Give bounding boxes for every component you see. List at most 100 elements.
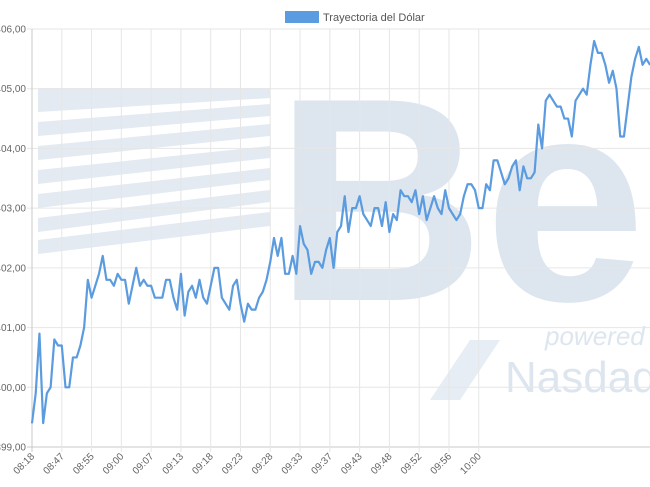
data-point xyxy=(351,207,353,209)
data-point xyxy=(526,177,528,179)
data-point xyxy=(146,285,149,287)
data-point xyxy=(176,309,178,311)
x-tick-label: 08:47 xyxy=(41,451,67,477)
data-point xyxy=(593,40,595,42)
data-point xyxy=(437,207,439,209)
data-point xyxy=(236,279,238,281)
data-point xyxy=(489,189,491,191)
x-tick-label: 09:28 xyxy=(250,451,276,477)
x-tick-label: 09:07 xyxy=(131,451,157,477)
data-point xyxy=(500,171,502,173)
data-point xyxy=(318,261,320,263)
x-tick-label: 09:23 xyxy=(220,451,246,477)
y-tick-label: 400,00 xyxy=(0,383,26,394)
data-point xyxy=(481,207,484,209)
data-point xyxy=(131,285,134,287)
data-point xyxy=(362,213,364,215)
x-tick-label: 09:33 xyxy=(280,451,306,477)
data-point xyxy=(169,279,171,281)
data-point xyxy=(228,309,230,311)
data-point xyxy=(612,70,614,72)
data-point xyxy=(422,195,424,197)
data-point xyxy=(206,303,208,305)
y-tick-label: 404,00 xyxy=(0,144,26,155)
data-point xyxy=(381,225,383,227)
watermark-stripes xyxy=(38,88,270,254)
data-point xyxy=(329,237,331,239)
data-point xyxy=(57,344,59,347)
legend-swatch xyxy=(285,11,319,23)
data-point xyxy=(247,303,249,305)
data-point xyxy=(459,213,461,215)
data-point xyxy=(474,189,476,191)
x-tick-label: 09:18 xyxy=(190,451,216,477)
data-point xyxy=(396,219,398,221)
data-point xyxy=(567,117,569,120)
watermark-nasdaq-mark xyxy=(430,340,500,400)
data-point xyxy=(53,338,55,341)
data-point xyxy=(615,88,618,90)
data-point xyxy=(210,285,212,287)
data-point xyxy=(90,297,93,299)
y-axis: 399,00 400,00 401,00 402,00 403,00 404,00 405,… xyxy=(0,25,26,454)
data-point xyxy=(347,231,350,233)
data-point xyxy=(120,279,122,281)
data-point xyxy=(195,297,197,299)
data-point xyxy=(552,100,554,102)
data-point xyxy=(545,100,547,102)
data-point xyxy=(418,213,420,215)
data-point xyxy=(269,261,271,263)
data-point xyxy=(414,189,417,191)
x-axis: 08:18 08:47 08:55 09:00 09:07 09:13 09:18 09:23… xyxy=(12,451,485,477)
data-point xyxy=(530,177,532,179)
data-point xyxy=(202,297,204,299)
data-point xyxy=(76,356,78,359)
data-point xyxy=(284,273,286,275)
data-point xyxy=(198,279,201,281)
data-point xyxy=(627,106,629,108)
data-point xyxy=(332,267,335,269)
data-point xyxy=(366,219,368,221)
data-point xyxy=(35,392,37,394)
data-point xyxy=(172,297,175,299)
data-point xyxy=(143,279,145,281)
x-tick-label: 08:55 xyxy=(71,451,97,477)
data-point xyxy=(448,207,450,209)
data-points xyxy=(31,40,650,424)
data-point xyxy=(574,100,577,102)
legend[interactable]: Trayectoria del Dólar xyxy=(285,11,425,24)
data-point xyxy=(217,267,219,269)
data-point xyxy=(262,291,264,293)
data-point xyxy=(344,195,346,197)
data-point xyxy=(98,273,100,275)
data-point xyxy=(440,213,443,215)
data-point xyxy=(187,291,189,293)
data-point xyxy=(50,386,52,388)
data-point xyxy=(485,183,487,185)
x-tick-label: 09:52 xyxy=(399,451,425,477)
data-point xyxy=(113,285,115,287)
x-tick-label: 09:00 xyxy=(101,451,127,477)
data-point xyxy=(139,285,141,287)
data-point xyxy=(87,279,89,281)
data-point xyxy=(537,123,539,126)
data-point xyxy=(124,279,126,281)
x-tick-label: 10:00 xyxy=(458,451,484,477)
data-point xyxy=(94,285,96,287)
data-point xyxy=(254,309,256,311)
data-point xyxy=(604,64,606,66)
data-point xyxy=(433,195,435,197)
bolsa-logo-watermark: Bec powered by Nasdaq xyxy=(38,38,650,402)
data-point xyxy=(280,237,283,239)
x-tick-label: 09:13 xyxy=(161,451,187,477)
data-point xyxy=(496,159,498,161)
data-point xyxy=(180,273,182,275)
data-point xyxy=(102,255,104,257)
data-point xyxy=(243,321,245,323)
data-point xyxy=(258,297,260,299)
data-point xyxy=(117,273,119,275)
data-point xyxy=(388,231,390,233)
data-point xyxy=(314,261,316,263)
data-point xyxy=(444,189,446,191)
data-point xyxy=(72,356,74,359)
